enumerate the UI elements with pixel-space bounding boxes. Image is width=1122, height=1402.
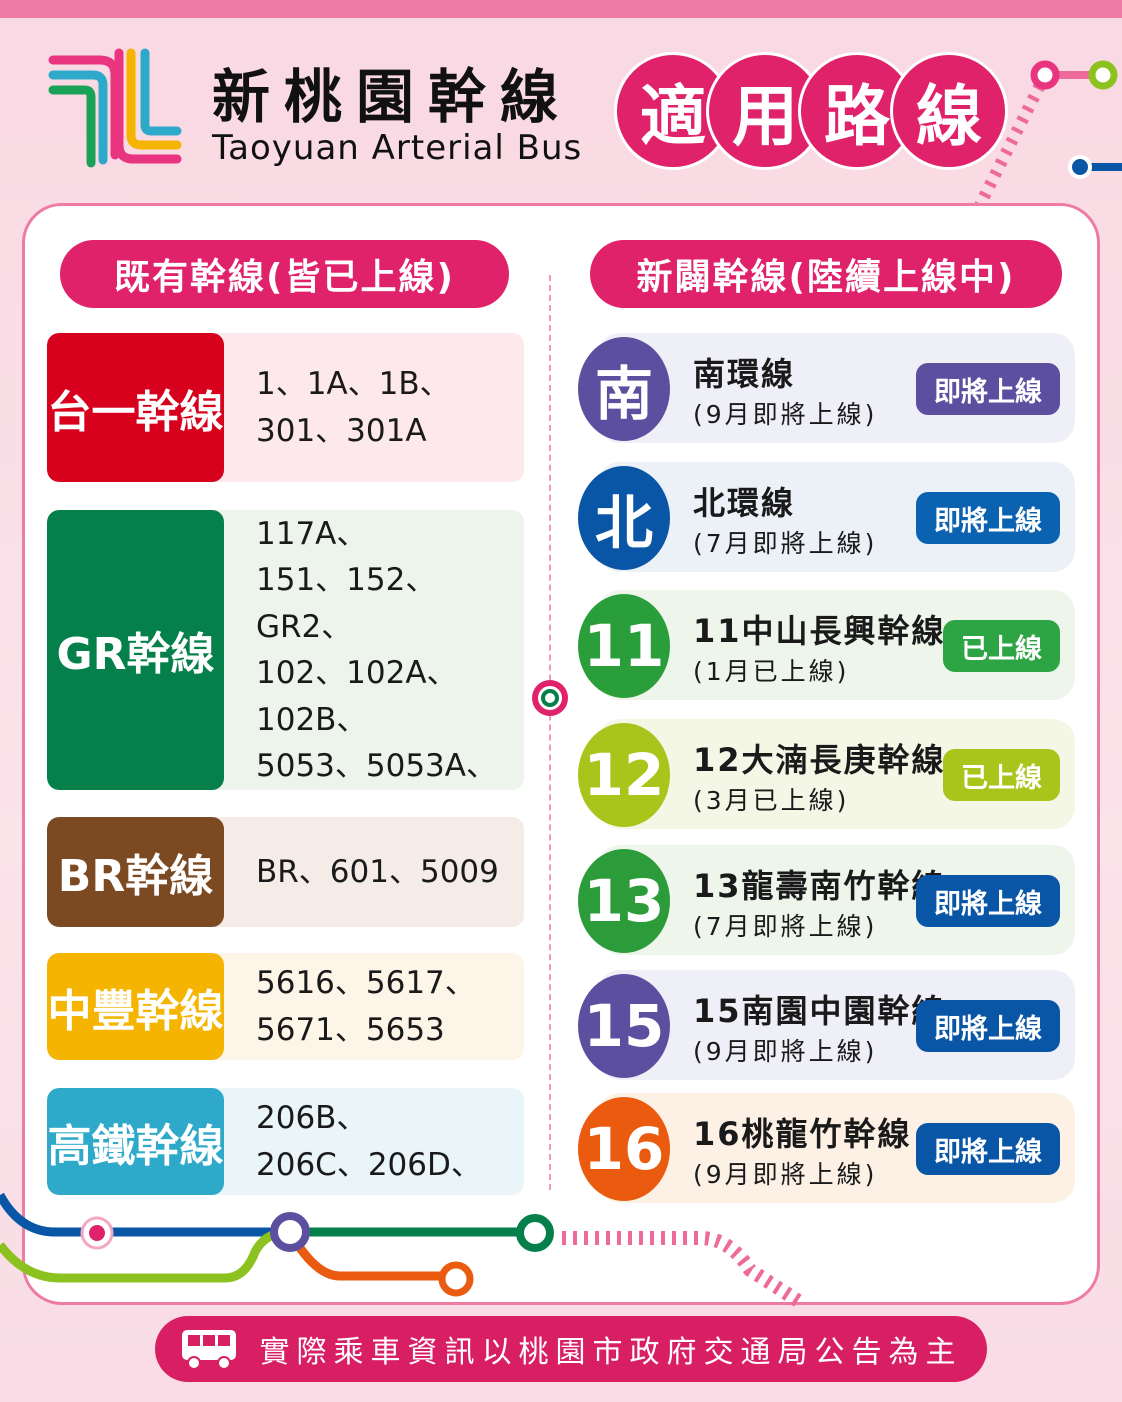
line-mark: 13 — [578, 849, 670, 953]
status-badge: 即將上線 — [916, 1000, 1060, 1052]
line-name: 16桃龍竹幹線 — [693, 1115, 912, 1153]
route-numbers: 5616、5617、 5671、5653 — [256, 965, 476, 1048]
line-name: 南環線 — [693, 355, 796, 393]
line-name: 12大湳長庚幹線 — [693, 741, 946, 779]
existing-line-row: 高鐵幹線 206、206A、206B、 206C、206D、206E — [47, 1088, 524, 1195]
line-schedule: (1月已上線) — [693, 657, 850, 686]
status-badge: 即將上線 — [916, 1123, 1060, 1175]
decor-track-top — [974, 60, 1122, 205]
footer-text: 實際乘車資訊以桃園市政府交通局公告為主 — [259, 1335, 963, 1370]
route-numbers: 206、206A、206B、 206C、206D、206E — [256, 1088, 482, 1195]
line-mark: 北 — [578, 466, 670, 570]
title-bubble: 線 — [890, 52, 1008, 170]
decor-route-map-bottom — [0, 1192, 804, 1308]
line-label: 中豐幹線 — [47, 953, 224, 1060]
line-schedule: (9月即將上線) — [693, 1037, 878, 1066]
status-badge: 已上線 — [943, 749, 1060, 801]
route-numbers: BR、601、5009 — [256, 853, 499, 890]
route-numbers: 1、1A、1B、 301、301A — [256, 366, 451, 449]
line-schedule: (9月即將上線) — [693, 1160, 878, 1189]
line-label: BR幹線 — [47, 817, 224, 927]
new-line-row: 13 13龍壽南竹幹線 (7月即將上線) 即將上線 — [578, 845, 1075, 955]
logo — [48, 48, 182, 168]
line-schedule: (9月即將上線) — [693, 400, 878, 429]
line-name: 北環線 — [693, 484, 796, 522]
line-name: 15南園中園幹線 — [693, 992, 946, 1030]
new-line-row: 11 11中山長興幹線 (1月已上線) 已上線 — [578, 590, 1075, 700]
status-badge: 即將上線 — [916, 363, 1060, 415]
line-schedule: (7月即將上線) — [693, 912, 878, 941]
new-line-row: 16 16桃龍竹幹線 (9月即將上線) 即將上線 — [578, 1093, 1075, 1203]
line-mark: 16 — [578, 1097, 670, 1201]
line-schedule: (7月即將上線) — [693, 529, 878, 558]
line-label: 台一幹線 — [47, 333, 224, 482]
status-badge: 即將上線 — [916, 875, 1060, 927]
status-badge: 即將上線 — [916, 492, 1060, 544]
existing-line-row: 中豐幹線 5616、5617、 5671、5653 — [47, 953, 524, 1060]
existing-line-row: GR幹線GR、117、117A、 151、152、GR2、 102、102A、1… — [47, 510, 524, 790]
line-mark: 11 — [578, 594, 670, 698]
line-label: 高鐵幹線 — [47, 1088, 224, 1195]
divider-station-icon — [532, 680, 568, 716]
new-line-row: 12 12大湳長庚幹線 (3月已上線) 已上線 — [578, 719, 1075, 829]
existing-line-row: 台一幹線 1、1A、1B、 301、301A — [47, 333, 524, 482]
line-name: 13龍壽南竹幹線 — [693, 867, 946, 905]
existing-line-row: BR幹線 BR、601、5009 — [47, 817, 524, 927]
status-badge: 已上線 — [943, 620, 1060, 672]
new-line-row: 15 15南園中園幹線 (9月即將上線) 即將上線 — [578, 970, 1075, 1080]
footer-notice: 實際乘車資訊以桃園市政府交通局公告為主 — [155, 1316, 987, 1382]
route-numbers: GR、117、117A、 151、152、GR2、 102、102A、102B、… — [256, 515, 497, 785]
new-lines-heading: 新闢幹線(陸續上線中) — [590, 240, 1062, 308]
line-schedule: (3月已上線) — [693, 786, 850, 815]
line-mark: 12 — [578, 723, 670, 827]
new-line-row: 南南環線 (9月即將上線) 即將上線 — [578, 333, 1075, 443]
existing-lines-heading: 既有幹線(皆已上線) — [60, 240, 509, 308]
line-name: 11中山長興幹線 — [693, 612, 946, 650]
line-label: GR幹線 — [47, 510, 224, 790]
top-bar — [0, 0, 1122, 18]
divider — [549, 275, 551, 1190]
title-english: Taoyuan Arterial Bus — [212, 128, 583, 168]
line-mark: 15 — [578, 974, 670, 1078]
line-mark: 南 — [578, 337, 670, 441]
bus-icon — [181, 1330, 236, 1370]
title-chinese: 新桃園幹線 — [212, 63, 573, 131]
applicable-routes-title: 適 用 路 線 — [614, 52, 1008, 170]
new-line-row: 北北環線 (7月即將上線) 即將上線 — [578, 462, 1075, 572]
